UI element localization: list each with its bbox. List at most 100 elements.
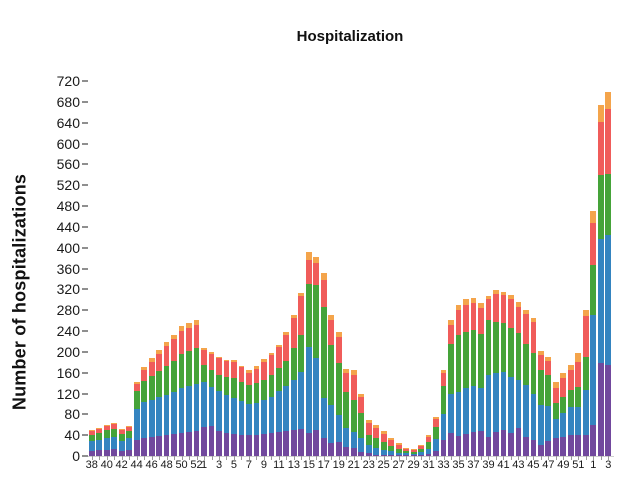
segment-purple — [238, 434, 245, 456]
segment-green — [290, 348, 297, 380]
segment-green — [537, 370, 544, 405]
segment-blue — [350, 431, 357, 449]
segment-purple — [448, 433, 454, 456]
segment-red — [261, 361, 267, 380]
x-tick-label: 33 — [437, 459, 450, 471]
bar-week-47-idx61 — [545, 357, 552, 456]
x-tick-mark — [166, 456, 168, 460]
segment-orange — [395, 442, 402, 445]
segment-purple — [365, 453, 372, 456]
x-tick-mark — [600, 456, 602, 460]
segment-orange — [118, 428, 125, 430]
segment-orange — [365, 420, 372, 424]
x-tick-label: 38 — [85, 459, 98, 471]
segment-red — [156, 354, 162, 372]
y-tick-mark — [82, 434, 88, 437]
segment-red — [470, 302, 477, 330]
segment-purple — [328, 443, 335, 456]
segment-purple — [455, 436, 462, 456]
segment-green — [305, 283, 312, 347]
y-tick-mark — [82, 184, 88, 187]
bar-week-5-idx19 — [231, 359, 237, 456]
segment-orange — [418, 444, 424, 446]
segment-purple — [380, 455, 387, 456]
y-tick-mark — [82, 371, 88, 374]
segment-green — [328, 345, 335, 405]
segment-blue — [582, 390, 589, 436]
segment-purple — [515, 428, 522, 456]
bar-week-22-idx36 — [358, 393, 365, 456]
segment-red — [515, 307, 522, 334]
x-tick-mark — [525, 456, 527, 460]
segment-orange — [283, 332, 290, 335]
x-tick-mark — [129, 456, 131, 460]
segment-green — [171, 361, 177, 393]
segment-orange — [96, 427, 103, 429]
segment-orange — [440, 370, 447, 373]
bar-week-44-idx6 — [133, 381, 140, 456]
segment-red — [500, 295, 507, 324]
segment-blue — [403, 453, 410, 456]
segment-blue — [515, 379, 522, 429]
x-tick-mark — [301, 456, 303, 460]
segment-green — [582, 357, 589, 391]
bar-week-2-idx68 — [597, 104, 604, 456]
x-tick-label: 41 — [497, 459, 510, 471]
segment-blue — [575, 406, 582, 436]
segment-green — [590, 265, 597, 316]
segment-blue — [156, 397, 162, 437]
segment-green — [560, 396, 567, 414]
segment-red — [395, 444, 402, 449]
segment-green — [208, 370, 215, 387]
segment-purple — [163, 435, 170, 456]
y-tick-label: 400 — [56, 239, 80, 256]
segment-orange — [313, 256, 320, 264]
bar-week-46-idx8 — [148, 358, 155, 456]
segment-red — [403, 448, 410, 451]
x-tick-label: 48 — [160, 459, 173, 471]
segment-blue — [455, 391, 462, 437]
segment-green — [597, 174, 604, 240]
x-tick-mark — [256, 456, 258, 460]
segment-red — [597, 121, 604, 175]
segment-red — [96, 428, 103, 434]
segment-orange — [590, 211, 597, 223]
segment-purple — [470, 431, 477, 456]
x-tick-label: 27 — [392, 459, 405, 471]
segment-purple — [575, 435, 582, 456]
segment-blue — [328, 404, 335, 444]
x-tick-mark — [323, 456, 325, 460]
segment-orange — [320, 273, 327, 280]
bar-week-7-idx21 — [246, 369, 252, 456]
segment-purple — [605, 364, 612, 456]
x-tick-label: 17 — [317, 459, 330, 471]
bar-week-43-idx57 — [515, 301, 522, 456]
x-tick-mark — [563, 456, 565, 460]
segment-orange — [156, 350, 162, 355]
segment-purple — [508, 433, 514, 456]
x-tick-mark — [383, 456, 385, 460]
segment-red — [448, 324, 454, 344]
segment-red — [126, 426, 133, 431]
y-tick-mark — [82, 392, 88, 395]
bar-week-26-idx40 — [388, 437, 395, 456]
bar-week-16-idx30 — [313, 256, 320, 456]
segment-green — [530, 353, 537, 394]
segment-purple — [545, 441, 552, 456]
segment-green — [515, 333, 522, 380]
bar-week-21-idx35 — [350, 370, 357, 456]
segment-orange — [463, 298, 469, 306]
bar-week-20-idx34 — [343, 368, 350, 456]
bar-week-8-idx22 — [253, 366, 260, 456]
segment-red — [111, 424, 118, 429]
segment-blue — [537, 404, 544, 446]
segment-red — [231, 361, 237, 378]
segment-blue — [493, 373, 499, 432]
bar-week-24-idx38 — [373, 425, 380, 456]
segment-orange — [582, 310, 589, 317]
segment-purple — [530, 439, 537, 456]
segment-orange — [246, 369, 252, 373]
bar-week-38-idx0 — [88, 429, 95, 456]
bar-week-27-idx41 — [395, 442, 402, 456]
